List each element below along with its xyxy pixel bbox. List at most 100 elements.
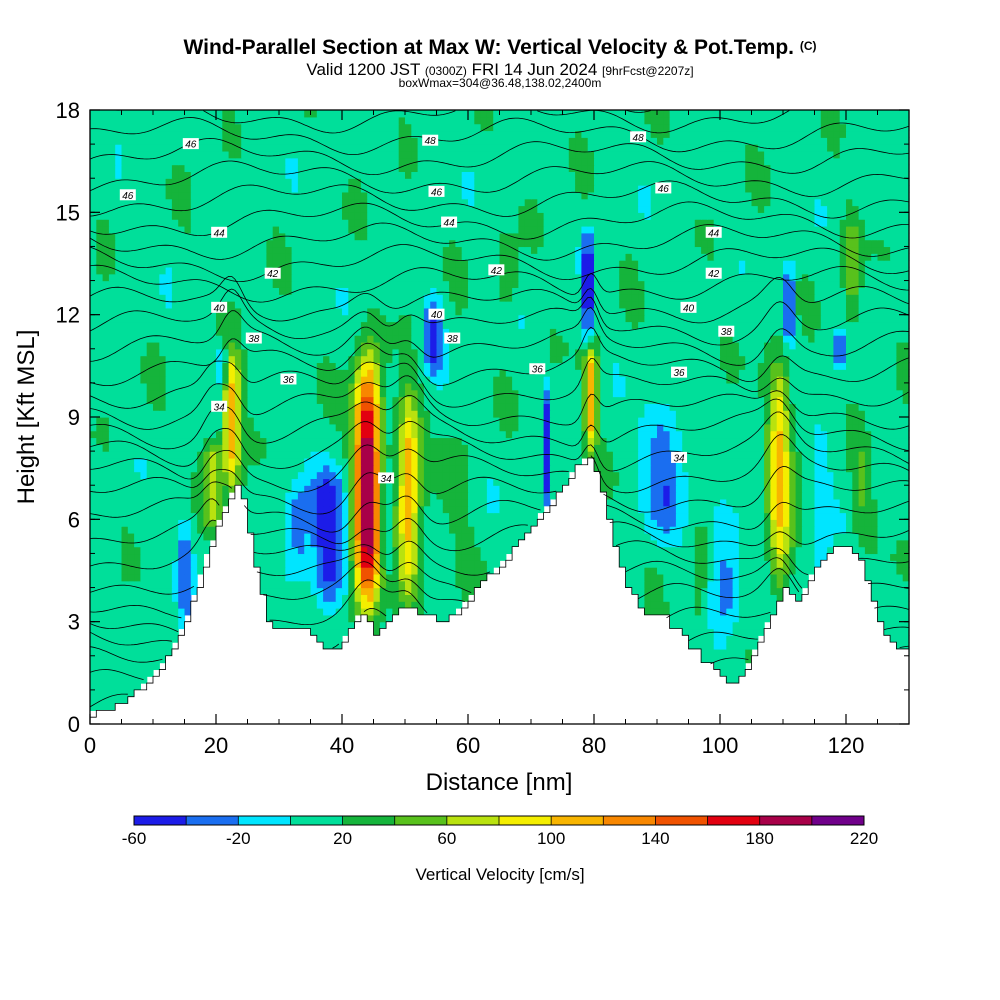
- velocity-cell: [297, 553, 305, 561]
- velocity-cell: [171, 532, 179, 541]
- velocity-cell: [272, 505, 280, 514]
- velocity-cell: [228, 485, 236, 493]
- velocity-cell: [260, 348, 267, 357]
- velocity-cell: [153, 594, 160, 602]
- velocity-cell: [115, 519, 123, 527]
- velocity-cell: [505, 505, 513, 514]
- velocity-cell: [228, 376, 236, 384]
- velocity-cell: [764, 560, 771, 568]
- velocity-cell: [379, 396, 387, 404]
- velocity-cell: [398, 410, 406, 418]
- velocity-cell: [417, 341, 425, 350]
- velocity-cell: [127, 614, 135, 623]
- velocity-cell: [430, 362, 438, 370]
- velocity-cell: [594, 423, 601, 432]
- velocity-cell: [531, 512, 538, 520]
- velocity-cell: [379, 348, 387, 357]
- velocity-cell: [260, 580, 267, 589]
- velocity-cell: [738, 628, 746, 636]
- velocity-cell: [423, 505, 431, 514]
- velocity-cell: [675, 444, 683, 452]
- velocity-cell: [197, 396, 204, 404]
- velocity-cell: [405, 451, 412, 459]
- velocity-cell: [896, 601, 904, 609]
- velocity-cell: [682, 560, 690, 568]
- velocity-cell: [386, 532, 393, 541]
- velocity-cell: [153, 464, 160, 473]
- velocity-cell: [285, 587, 293, 595]
- velocity-cell: [650, 573, 658, 582]
- velocity-cell: [543, 362, 551, 370]
- velocity-cell: [184, 369, 192, 377]
- velocity-cell: [449, 382, 456, 391]
- velocity-cell: [801, 519, 809, 527]
- velocity-cell: [902, 410, 910, 418]
- velocity-cell: [247, 512, 255, 520]
- velocity-cell: [757, 567, 765, 575]
- velocity-cell: [146, 485, 154, 493]
- velocity-cell: [190, 382, 198, 391]
- velocity-cell: [675, 614, 683, 623]
- velocity-cell: [102, 567, 110, 575]
- velocity-cell: [720, 546, 727, 555]
- velocity-cell: [858, 417, 866, 425]
- velocity-cell: [96, 662, 104, 671]
- velocity-cell: [90, 539, 97, 548]
- velocity-cell: [329, 478, 337, 486]
- velocity-cell: [720, 382, 727, 391]
- velocity-cell: [619, 389, 627, 398]
- velocity-cell: [480, 512, 488, 520]
- velocity-cell: [505, 546, 513, 555]
- velocity-cell: [171, 505, 179, 514]
- velocity-cell: [902, 546, 910, 555]
- velocity-cell: [373, 519, 381, 527]
- velocity-cell: [461, 362, 469, 370]
- velocity-cell: [694, 417, 702, 425]
- velocity-cell: [392, 376, 400, 384]
- velocity-cell: [203, 430, 211, 439]
- velocity-cell: [896, 471, 904, 479]
- velocity-cell: [209, 471, 217, 479]
- velocity-cell: [619, 553, 627, 561]
- velocity-cell: [625, 403, 633, 411]
- velocity-cell: [594, 464, 601, 473]
- velocity-cell: [449, 573, 456, 582]
- velocity-cell: [297, 389, 305, 398]
- velocity-cell: [518, 348, 526, 357]
- velocity-cell: [770, 601, 778, 609]
- velocity-cell: [657, 485, 664, 493]
- velocity-cell: [795, 382, 803, 391]
- velocity-cell: [757, 573, 765, 582]
- velocity-cell: [335, 498, 343, 507]
- velocity-cell: [764, 362, 771, 370]
- velocity-cell: [197, 546, 204, 555]
- velocity-cell: [360, 539, 368, 548]
- velocity-cell: [373, 512, 381, 520]
- velocity-cell: [115, 648, 123, 657]
- velocity-cell: [159, 485, 167, 493]
- velocity-cell: [474, 464, 482, 473]
- velocity-cell: [493, 355, 501, 364]
- velocity-cell: [864, 369, 872, 377]
- velocity-cell: [348, 594, 356, 602]
- velocity-cell: [272, 478, 280, 486]
- velocity-cell: [373, 478, 381, 486]
- velocity-cell: [701, 341, 708, 350]
- velocity-cell: [556, 369, 564, 377]
- velocity-cell: [417, 601, 425, 609]
- velocity-cell: [675, 532, 683, 541]
- velocity-cell: [102, 532, 110, 541]
- velocity-cell: [871, 471, 879, 479]
- velocity-cell: [291, 492, 299, 500]
- velocity-cell: [480, 553, 488, 561]
- velocity-cell: [423, 532, 431, 541]
- velocity-cell: [108, 580, 116, 589]
- velocity-cell: [701, 417, 708, 425]
- velocity-cell: [304, 492, 312, 500]
- velocity-cell: [720, 478, 727, 486]
- velocity-cell: [90, 655, 97, 664]
- velocity-cell: [329, 437, 337, 445]
- velocity-cell: [127, 335, 135, 343]
- velocity-cell: [115, 389, 123, 398]
- velocity-cell: [178, 621, 186, 630]
